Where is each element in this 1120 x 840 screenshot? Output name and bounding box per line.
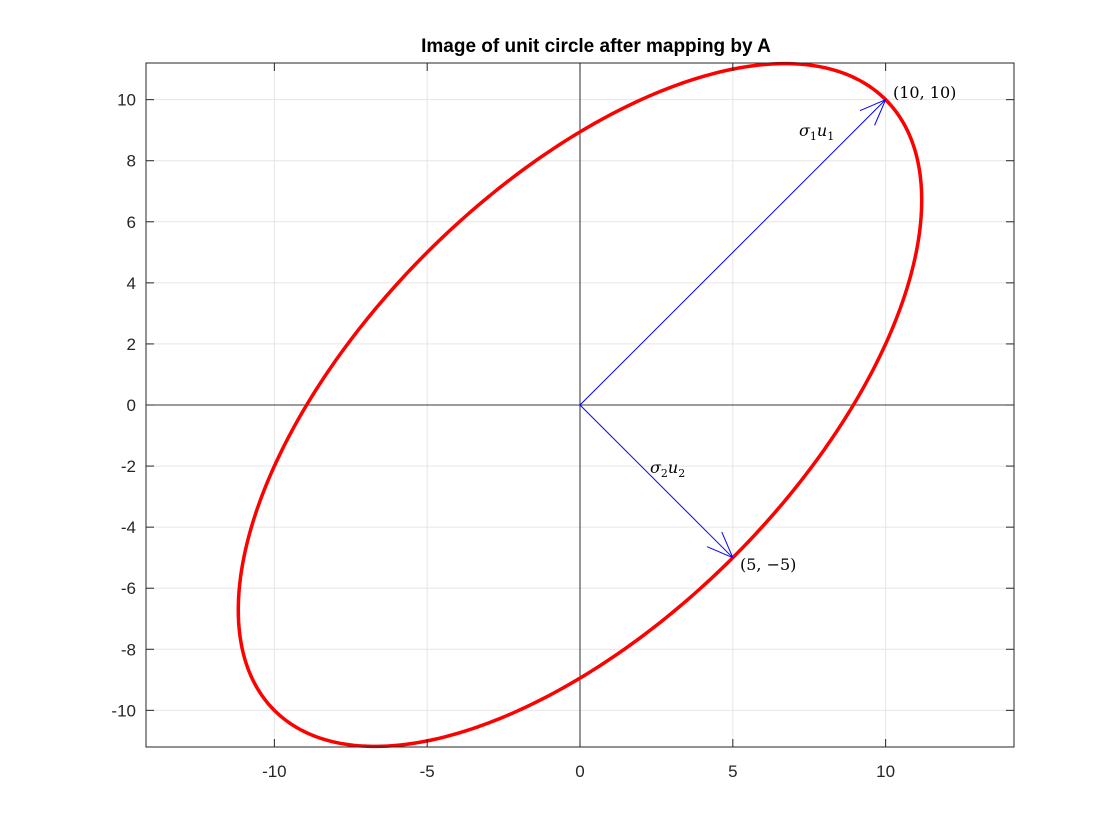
y-tick-label: 6 [127, 213, 136, 232]
chart-title: Image of unit circle after mapping by A [421, 36, 771, 57]
y-tick-label: -2 [121, 457, 136, 476]
vector-1-label: σ1u1 [799, 121, 834, 143]
y-tick-label: 0 [127, 396, 136, 415]
x-tick-label: -10 [262, 762, 287, 781]
vector-2-endpoint-label: (5, −5) [740, 555, 796, 574]
vector-1-line [579, 99, 886, 406]
ellipse-curve [236, 61, 924, 749]
vector-2-line [579, 404, 734, 559]
plot-area: σ1u1 σ2u2 (10, 10) (5, −5) -10 -5 0 5 10 10 8 6 4 2 0 -… [111, 61, 1015, 781]
vector-2-label: σ2u2 [650, 458, 685, 480]
vector-1-arrowhead [859, 98, 887, 126]
x-tick-label: 5 [728, 762, 737, 781]
y-tick-label: 8 [127, 152, 136, 171]
y-tick-label: -4 [121, 518, 136, 537]
y-tick-label: 4 [127, 274, 136, 293]
x-tick-label: -5 [420, 762, 435, 781]
y-tick-label: -8 [121, 640, 136, 659]
y-tick-label: 10 [117, 91, 136, 110]
y-tick-label: -10 [111, 701, 136, 720]
vector-1-endpoint-label: (10, 10) [893, 83, 956, 102]
x-tick-label: 10 [876, 762, 895, 781]
vector-2-arrowhead [706, 531, 734, 559]
x-tick-label: 0 [575, 762, 584, 781]
y-tick-label: 2 [127, 335, 136, 354]
y-tick-label: -6 [121, 579, 136, 598]
